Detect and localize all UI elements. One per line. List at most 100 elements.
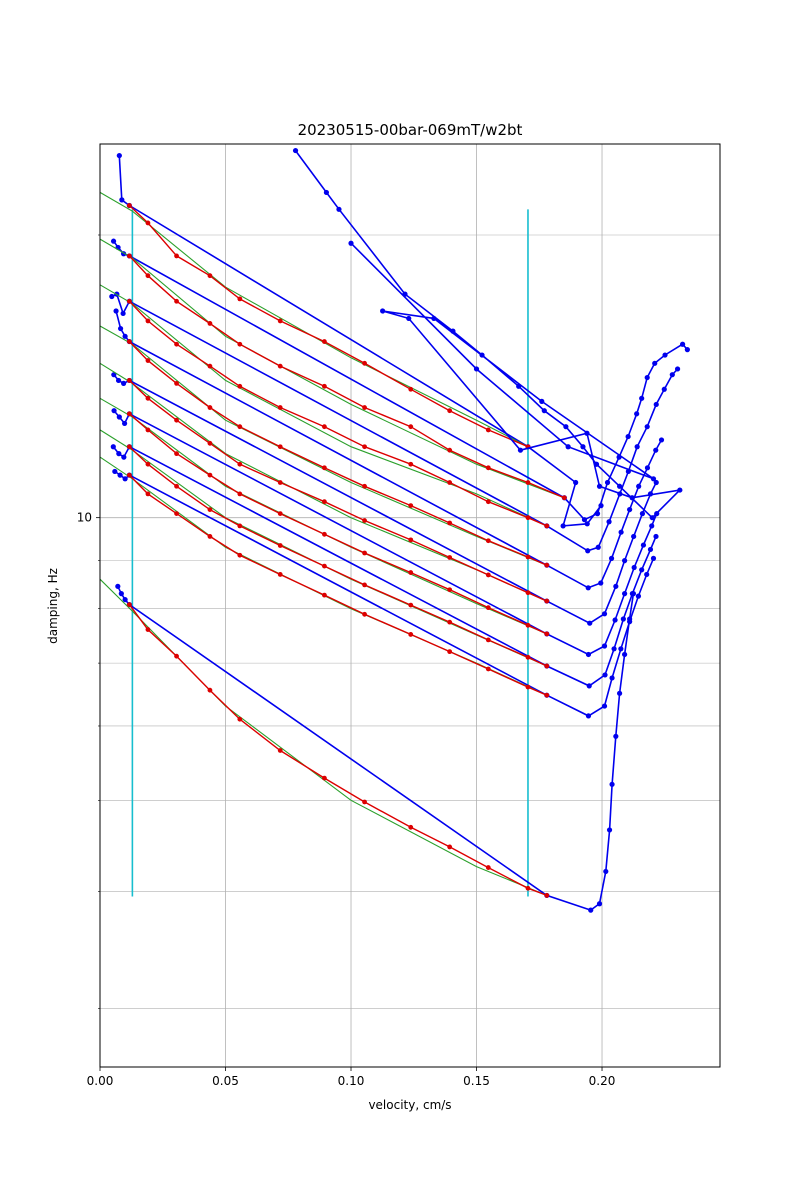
raw-data-point [644,465,651,471]
fit-data-point [408,424,414,430]
raw-data-line [111,292,679,552]
raw-data-point [588,907,594,913]
fit-data-point [525,515,531,521]
raw-data-point [431,315,437,322]
fit-data-point [525,554,531,560]
raw-data-point [612,617,618,623]
x-tick-label: 0.20 [589,1074,616,1088]
fit-data-point [145,273,151,279]
raw-data-point [609,675,615,681]
raw-data-point [593,461,600,467]
raw-data-point [635,593,642,599]
fit-data-point [126,203,132,208]
raw-data-point [644,374,650,381]
fit-data-point [447,520,453,526]
fit-data-point [174,653,179,659]
raw-data-point [629,495,635,501]
x-tick-label: 0.10 [338,1074,365,1088]
raw-data-point [581,517,588,523]
raw-data-point [348,240,354,246]
fit-data-point [174,511,179,517]
raw-data-point [115,377,122,384]
raw-data-point [598,580,604,586]
fit-data-point [207,687,213,693]
raw-data-point [110,444,116,450]
raw-data-point [563,424,569,430]
fit-data-point [277,480,283,485]
fit-data-point [145,318,151,324]
fit-data-point [126,253,132,259]
raw-data-point [639,567,645,573]
raw-data-point [587,620,593,626]
raw-data-point [116,152,122,159]
x-tick-label: 0.15 [463,1074,490,1088]
fit-data-point [237,383,243,389]
raw-data-point [585,548,591,554]
fit-data-point [237,716,243,722]
fit-data-point [145,461,151,467]
axis-ticks: 0.00 0.05 0.10 0.15 0.20 10 [77,234,616,1088]
raw-data-point [609,781,615,787]
fit-data-point [525,590,531,596]
raw-data-point [479,352,485,358]
raw-data-point [596,901,603,907]
raw-data-point [606,519,612,525]
fit-data-point [485,465,491,471]
raw-data-point [122,476,128,482]
raw-data-point [613,583,619,589]
raw-data-point [121,454,127,460]
raw-data-point [644,424,650,430]
raw-data-point [613,733,619,739]
fit-data-point [237,296,243,302]
raw-data-point [631,564,637,571]
raw-data-point [541,408,547,414]
raw-data-point [517,447,524,453]
raw-data-point [573,479,579,486]
x-axis-label: velocity, cm/s [368,1098,451,1112]
fit-data-point [362,550,367,556]
fit-data-point [544,598,550,604]
fit-data-point [485,605,491,611]
raw-data-point [627,616,633,622]
raw-data-point [604,479,611,486]
raw-data-point [292,147,299,154]
raw-data-point [649,515,655,521]
raw-data-point [653,447,659,453]
fit-data-point [126,472,132,478]
raw-data-point [121,420,128,427]
raw-data-point [653,479,659,486]
model-curve [99,191,529,448]
fit-data-point [174,451,179,457]
fit-data-point [207,321,213,326]
raw-data-point [679,341,686,347]
model-curve [99,578,548,896]
fit-data-point [561,495,567,501]
fit-data-point [544,523,550,529]
fit-data-point [447,587,453,593]
raw-data-point [674,366,681,372]
raw-data-point [585,651,592,658]
raw-data-point [608,555,615,561]
raw-data-point [116,414,122,420]
fit-data-point [174,380,179,386]
fit-data-point [237,491,243,497]
fit-data-point [544,692,550,698]
fit-data-point [145,358,151,363]
raw-data-point [684,347,690,353]
fit-data-point [408,824,414,830]
fit-data-point [362,582,367,588]
raw-data-point [406,315,412,322]
fit-data-point [126,411,132,417]
fit-data-point [362,405,367,410]
fit-data-point [525,885,531,891]
raw-data-point [402,291,408,297]
fit-data-point [525,480,531,485]
fit-data-point [485,538,491,544]
raw-data-line [294,150,683,519]
fit-data-point [485,637,491,643]
raw-data-point [634,411,640,417]
fit-data-point [126,444,132,450]
fit-data-point [447,649,453,655]
raw-data-point [516,383,522,389]
